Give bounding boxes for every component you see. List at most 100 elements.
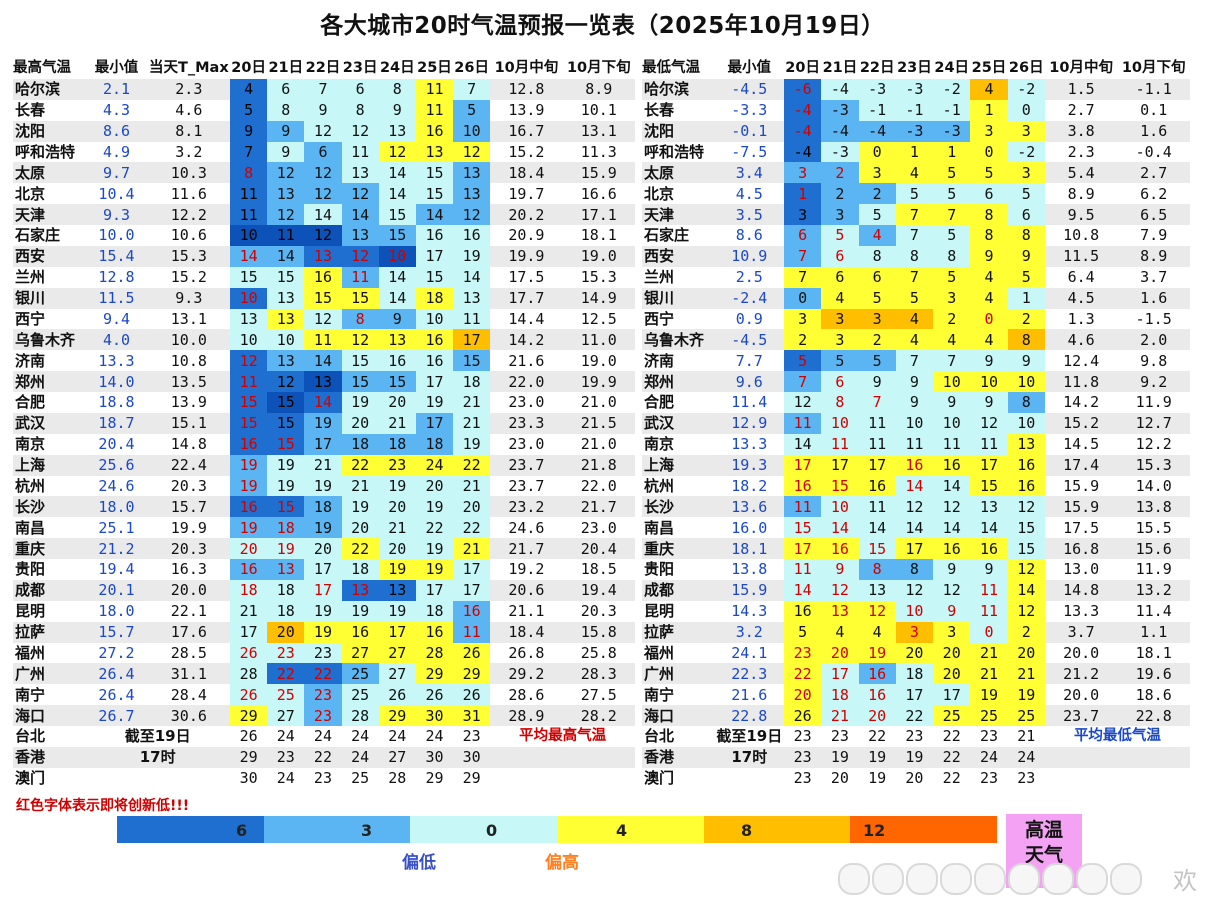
day-temp-cell: 5 — [453, 99, 491, 121]
mid-oct-avg: 13.9 — [490, 99, 563, 121]
day-temp-cell: 15 — [821, 475, 859, 497]
city-row: 长沙 13.6 11 10 11 12 12 13 12 15.9 13.8 — [642, 496, 1190, 518]
day-temp-cell: 20 — [415, 475, 454, 497]
day-temp-cell: 20 — [341, 412, 379, 434]
mid-oct-avg: 23.7 — [490, 475, 563, 497]
day-temp-cell: 19 — [230, 454, 268, 476]
day-temp-cell: 2 — [784, 329, 822, 351]
day-temp-cell: -2 — [1007, 141, 1045, 163]
day-temp-cell: 13 — [378, 329, 416, 351]
day-temp-cell: 21 — [304, 454, 342, 476]
day-temp-cell: 13 — [858, 579, 896, 601]
day-temp-cell: 26 — [230, 642, 268, 664]
day-temp-cell: 14 — [970, 517, 1008, 539]
day-temp-cell: 10 — [453, 120, 491, 142]
mid-oct-avg: 14.5 — [1044, 433, 1118, 455]
day-temp-cell: 17 — [415, 245, 454, 267]
day-temp-cell: 13 — [821, 600, 859, 622]
day-temp-cell: 20 — [821, 767, 859, 789]
day-temp-cell: 10 — [230, 329, 268, 351]
day-temp-cell: 15 — [415, 266, 454, 288]
footer-note: 17时 — [714, 746, 785, 768]
city-row: 南京 13.3 14 11 11 11 11 11 13 14.5 12.2 — [642, 433, 1190, 455]
day-temp-cell: 6 — [784, 225, 822, 246]
late-oct-avg: 21.8 — [562, 454, 635, 476]
day-temp-cell: 8 — [933, 245, 971, 267]
day-temp-cell: 16 — [933, 454, 971, 476]
day-temp-cell: 12 — [933, 579, 971, 601]
today-max: 4.6 — [147, 99, 231, 121]
min-value: 3.2 — [714, 621, 785, 643]
city-name: 南昌 — [13, 517, 86, 539]
city-row: 郑州 9.6 7 6 9 9 10 10 10 11.8 9.2 — [642, 371, 1190, 392]
day-temp-cell: 3 — [970, 120, 1008, 142]
day-temp-cell: 19 — [304, 412, 342, 434]
day-temp-cell: 5 — [933, 266, 971, 288]
legend-low-label: 偏低 — [402, 853, 436, 873]
day-temp-cell: 18 — [415, 600, 454, 622]
mid-oct-avg: 23.3 — [490, 412, 563, 434]
city-name: 北京 — [13, 183, 86, 205]
late-oct-avg: 11.3 — [562, 141, 635, 163]
day-temp-cell: 18 — [341, 559, 379, 580]
day-temp-cell: 17 — [858, 454, 896, 476]
day-temp-cell: 24 — [415, 726, 454, 747]
day-temp-cell: 15 — [230, 412, 268, 434]
day-temp-cell: 13 — [230, 308, 268, 330]
day-temp-cell: 23 — [970, 767, 1008, 789]
day-temp-cell: 7 — [453, 78, 491, 100]
day-temp-cell: 18 — [378, 433, 416, 455]
day-temp-cell: 7 — [230, 141, 268, 163]
day-temp-cell: 21 — [453, 475, 491, 497]
today-max: 10.3 — [147, 162, 231, 184]
city-name: 海口 — [642, 705, 715, 726]
city-name: 澳门 — [642, 767, 715, 789]
mid-oct-avg: 14.2 — [1044, 392, 1118, 413]
day-temp-cell: 28 — [378, 767, 416, 789]
min-value: 8.6 — [714, 225, 785, 246]
city-name: 兰州 — [642, 266, 715, 288]
min-value: 26.4 — [85, 663, 148, 685]
day-temp-cell: 9 — [858, 371, 896, 392]
day-temp-cell: 19 — [415, 392, 454, 413]
day-temp-cell: 5 — [858, 350, 896, 372]
day-temp-cell: 19 — [858, 746, 896, 768]
legend-swatch — [703, 816, 851, 843]
city-row: 兰州 12.8 15.2 15 15 16 11 14 15 14 17.5 15.3 — [13, 266, 635, 288]
min-value: 18.0 — [85, 496, 148, 518]
day-temp-cell: 12 — [304, 225, 342, 246]
day-temp-cell: 7 — [933, 350, 971, 372]
min-value: 12.9 — [714, 412, 785, 434]
day-temp-cell: 20 — [378, 538, 416, 559]
late-oct-avg: 22.0 — [562, 475, 635, 497]
day-temp-cell: 9 — [267, 120, 305, 142]
day-temp-cell: -3 — [821, 141, 859, 163]
min-value: 26.7 — [85, 705, 148, 726]
day-temp-cell: -4 — [784, 141, 822, 163]
day-temp-cell: 25 — [267, 684, 305, 706]
day-temp-cell: 26 — [230, 726, 268, 747]
city-name: 石家庄 — [13, 225, 86, 246]
late-oct-avg: 9.8 — [1117, 350, 1190, 372]
column-header: 23日 — [895, 58, 934, 79]
day-temp-cell: 23 — [1007, 767, 1045, 789]
column-header: 最低气温 — [642, 58, 715, 79]
day-temp-cell: 18 — [415, 433, 454, 455]
day-temp-cell: -3 — [933, 120, 971, 142]
late-oct-avg: 2.0 — [1117, 329, 1190, 351]
day-temp-cell: 9 — [933, 559, 971, 580]
day-temp-cell: 21 — [453, 392, 491, 413]
late-oct-avg: 6.5 — [1117, 204, 1190, 225]
day-temp-cell: 14 — [378, 287, 416, 309]
day-temp-cell: 12 — [453, 141, 491, 163]
day-temp-cell: 4 — [821, 621, 859, 643]
city-name: 成都 — [13, 579, 86, 601]
min-value: 15.4 — [85, 245, 148, 267]
day-temp-cell: 15 — [304, 287, 342, 309]
day-temp-cell: 14 — [304, 204, 342, 225]
day-temp-cell: -3 — [895, 78, 934, 100]
day-temp-cell: 20 — [378, 496, 416, 518]
day-temp-cell: 9 — [821, 559, 859, 580]
footer-label: 平均最低气温 — [1044, 726, 1190, 747]
min-value: 9.4 — [85, 308, 148, 330]
